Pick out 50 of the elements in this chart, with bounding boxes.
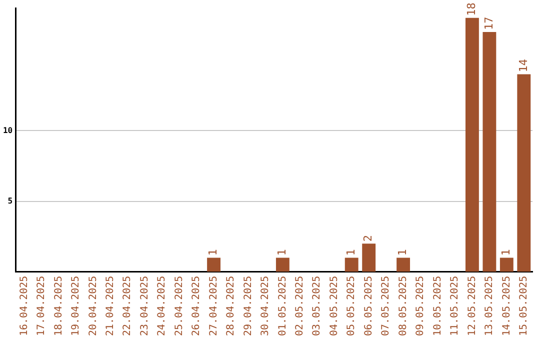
data-label: 1 [344, 249, 358, 256]
x-tick-label: 24.04.2025 [156, 276, 168, 336]
bar [344, 258, 358, 272]
x-tick-label: 27.04.2025 [208, 276, 220, 336]
x-tick-label: 19.04.2025 [70, 276, 82, 336]
x-tick-label: 01.05.2025 [277, 276, 288, 336]
bar [500, 258, 514, 272]
x-tick-label: 30.04.2025 [260, 276, 272, 336]
x-tick-label: 25.04.2025 [174, 276, 185, 336]
data-label: 17 [482, 16, 496, 30]
x-tick-label: 07.05.2025 [380, 276, 392, 336]
x-tick-label: 08.05.2025 [398, 276, 409, 336]
x-tick-label: 26.04.2025 [191, 276, 202, 336]
x-tick-label: 16.04.2025 [18, 276, 30, 336]
x-tick-label: 12.05.2025 [466, 276, 478, 336]
data-label: 1 [500, 249, 513, 256]
y-tick-label: 10 [2, 126, 13, 135]
x-tick-label: 29.04.2025 [242, 276, 254, 336]
bar [207, 258, 220, 272]
x-tick-label: 18.04.2025 [53, 276, 64, 336]
x-tick-label: 21.04.2025 [104, 276, 116, 336]
x-tick-label: 13.05.2025 [484, 276, 496, 336]
bar [517, 74, 531, 272]
bar [362, 244, 376, 272]
x-tick-label: 23.04.2025 [139, 276, 150, 336]
x-tick-label: 20.04.2025 [88, 276, 99, 336]
bar [276, 258, 290, 272]
data-label: 1 [276, 249, 289, 256]
y-tick-label: 5 [8, 196, 13, 206]
bar [465, 18, 479, 272]
x-tick-label: 15.05.2025 [518, 276, 530, 336]
x-tick-label: 06.05.2025 [363, 276, 374, 336]
bar [396, 258, 410, 272]
x-tick-label: 11.05.2025 [450, 276, 461, 336]
bar [482, 32, 496, 272]
x-tick-label: 05.05.2025 [346, 276, 358, 336]
data-label: 14 [516, 58, 530, 72]
x-tick-label: 04.05.2025 [328, 276, 340, 336]
data-label: 18 [465, 2, 478, 16]
x-tick-label: 17.04.2025 [36, 276, 48, 336]
data-label: 1 [206, 249, 220, 256]
x-tick-label: 09.05.2025 [415, 276, 426, 336]
data-label: 1 [396, 249, 410, 256]
x-tick-label: 28.04.2025 [226, 276, 237, 336]
x-tick-label: 10.05.2025 [432, 276, 444, 336]
x-tick-label: 22.04.2025 [122, 276, 134, 336]
x-tick-label: 03.05.2025 [312, 276, 323, 336]
x-tick-label: 02.05.2025 [294, 276, 306, 336]
data-label: 2 [362, 234, 375, 242]
x-tick-label: 14.05.2025 [501, 276, 512, 336]
